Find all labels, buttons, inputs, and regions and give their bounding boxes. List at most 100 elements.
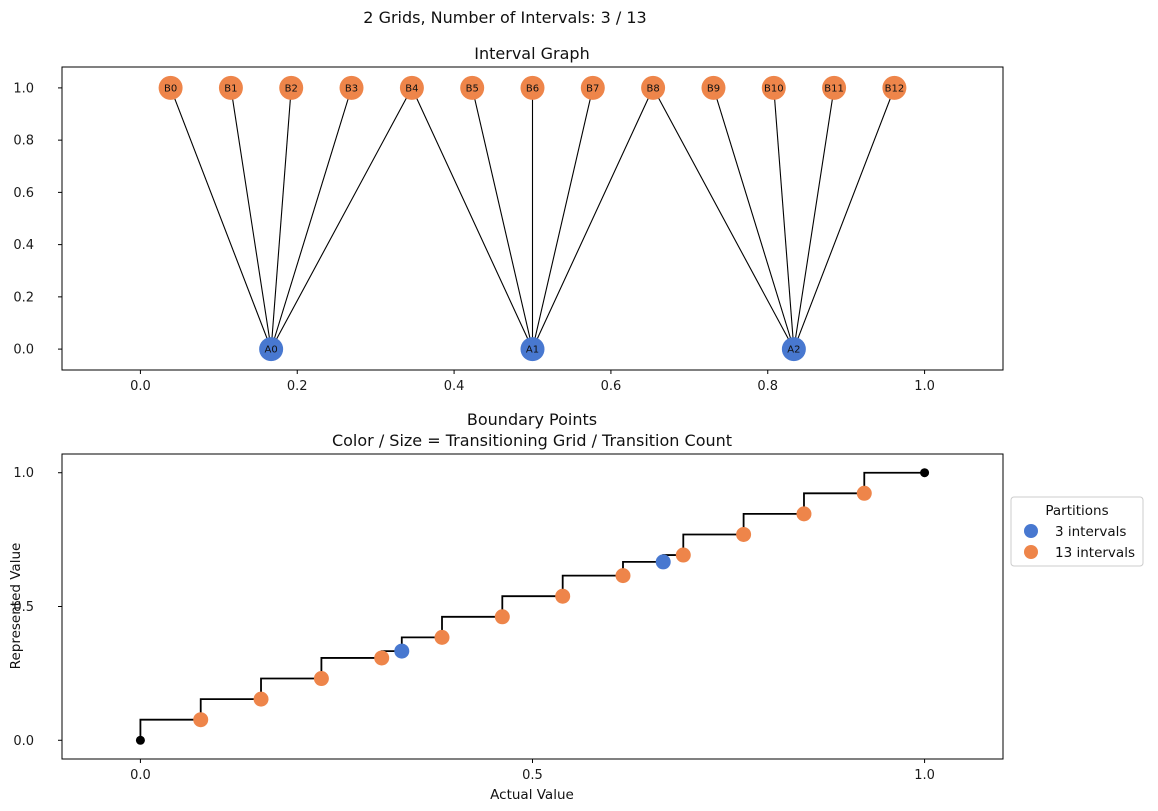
interval-graph-edges bbox=[170, 87, 895, 350]
point-13-intervals bbox=[313, 671, 329, 687]
interval-graph-x-tick-label: 0.0 bbox=[130, 379, 151, 394]
edge-A2-B12 bbox=[793, 87, 895, 350]
edge-A1-B8 bbox=[532, 87, 654, 350]
boundary-points-x-tick-label: 0.0 bbox=[130, 768, 151, 783]
point-13-intervals bbox=[193, 712, 209, 728]
node-A1 bbox=[520, 337, 545, 362]
boundary-points-y-tick-label: 0.5 bbox=[13, 600, 34, 615]
node-label-B5: B5 bbox=[466, 83, 479, 94]
interval-graph-title: Interval Graph bbox=[474, 44, 589, 63]
point-3-intervals bbox=[394, 643, 410, 659]
point-13-intervals bbox=[675, 547, 691, 563]
interval-graph-x-tick-label: 1.0 bbox=[914, 379, 935, 394]
interval-graph-y-ticks: 0.0 0.2 0.4 0.6 0.8 1.0 bbox=[13, 81, 62, 358]
interval-graph-y-tick-label: 0.8 bbox=[13, 134, 34, 149]
edge-A1-B4 bbox=[411, 87, 533, 350]
boundary-points-axes: Boundary Points Color / Size = Transitio… bbox=[8, 410, 1004, 803]
node-label-B12: B12 bbox=[885, 83, 905, 94]
edge-A0-B0 bbox=[170, 87, 272, 350]
boundary-points bbox=[135, 468, 930, 745]
node-B8 bbox=[641, 75, 666, 100]
boundary-points-x-tick-label: 1.0 bbox=[914, 768, 935, 783]
node-label-B6: B6 bbox=[526, 83, 539, 94]
node-B7 bbox=[580, 75, 605, 100]
interval-graph-x-tick-label: 0.8 bbox=[757, 379, 778, 394]
node-label-B10: B10 bbox=[764, 83, 784, 94]
node-label-B3: B3 bbox=[345, 83, 358, 94]
node-B0 bbox=[158, 75, 183, 100]
point-13-intervals bbox=[374, 650, 390, 666]
interval-graph-y-tick-label: 0.0 bbox=[13, 343, 34, 358]
interval-graph-frame bbox=[61, 66, 1004, 371]
boundary-points-y-ticks: 0.0 0.5 1.0 bbox=[13, 466, 62, 749]
edge-A2-B11 bbox=[793, 87, 835, 350]
legend-marker-13-intervals bbox=[1024, 545, 1038, 559]
node-label-A2: A2 bbox=[787, 345, 800, 356]
edge-A1-B7 bbox=[531, 87, 594, 350]
node-label-B7: B7 bbox=[586, 83, 599, 94]
point-3-intervals bbox=[655, 554, 671, 570]
node-label-B2: B2 bbox=[285, 83, 298, 94]
node-label-A1: A1 bbox=[526, 345, 539, 356]
node-B4 bbox=[399, 75, 424, 100]
point-13-intervals bbox=[253, 691, 269, 707]
edge-A0-B3 bbox=[270, 87, 353, 350]
edge-A2-B10 bbox=[773, 87, 795, 350]
interval-graph-y-tick-label: 1.0 bbox=[13, 81, 34, 96]
node-A0 bbox=[259, 337, 284, 362]
legend: Partitions 3 intervals 13 intervals bbox=[1010, 496, 1144, 567]
interval-graph-x-ticks: 0.0 0.2 0.4 0.6 0.8 1.0 bbox=[130, 370, 935, 394]
node-label-B1: B1 bbox=[224, 83, 237, 94]
legend-label-13-intervals: 13 intervals bbox=[1055, 545, 1135, 561]
point-13-intervals bbox=[796, 506, 812, 522]
node-label-B9: B9 bbox=[707, 83, 720, 94]
node-B12 bbox=[882, 75, 907, 100]
boundary-step-line bbox=[139, 471, 925, 741]
endpoint-marker bbox=[135, 735, 145, 745]
interval-graph-x-tick-label: 0.4 bbox=[444, 379, 465, 394]
boundary-points-y-tick-label: 0.0 bbox=[13, 734, 34, 749]
node-B3 bbox=[339, 75, 364, 100]
step-path bbox=[139, 471, 925, 741]
y-axis-label: Represented Value bbox=[8, 543, 24, 670]
interval-graph-y-tick-label: 0.2 bbox=[13, 290, 34, 305]
point-13-intervals bbox=[615, 568, 631, 584]
legend-title: Partitions bbox=[1045, 503, 1108, 519]
point-13-intervals bbox=[736, 526, 752, 542]
node-B5 bbox=[460, 75, 485, 100]
node-B11 bbox=[822, 75, 847, 100]
boundary-points-subtitle: Color / Size = Transitioning Grid / Tran… bbox=[332, 431, 732, 450]
edge-A0-B4 bbox=[270, 87, 413, 350]
boundary-points-x-ticks: 0.0 0.5 1.0 bbox=[130, 759, 935, 783]
legend-label-3-intervals: 3 intervals bbox=[1055, 524, 1126, 540]
node-label-B4: B4 bbox=[405, 83, 418, 94]
node-A2 bbox=[781, 337, 806, 362]
edge-A2-B9 bbox=[712, 87, 795, 350]
boundary-points-x-tick-label: 0.5 bbox=[522, 768, 543, 783]
edge-A0-B1 bbox=[230, 87, 272, 350]
node-label-B0: B0 bbox=[164, 83, 177, 94]
boundary-points-y-tick-label: 1.0 bbox=[13, 466, 34, 481]
interval-graph-x-tick-label: 0.2 bbox=[287, 379, 308, 394]
node-label-B11: B11 bbox=[824, 83, 844, 94]
node-label-A0: A0 bbox=[265, 345, 278, 356]
edge-A1-B5 bbox=[471, 87, 534, 350]
legend-box bbox=[1010, 496, 1144, 567]
node-B1 bbox=[218, 75, 243, 100]
endpoint-marker bbox=[920, 468, 930, 478]
point-13-intervals bbox=[494, 609, 510, 625]
interval-graph-y-tick-label: 0.4 bbox=[13, 238, 34, 253]
node-B2 bbox=[279, 75, 304, 100]
interval-graph-y-tick-label: 0.6 bbox=[13, 186, 34, 201]
boundary-points-title: Boundary Points bbox=[467, 410, 597, 429]
point-13-intervals bbox=[555, 588, 571, 604]
node-B6 bbox=[520, 75, 545, 100]
edge-A2-B8 bbox=[652, 87, 795, 350]
interval-graph-nodes: A0 A1 A2 B0 B1 B2 B3 B4 B5 B6 B7 B8 B9 B10 B11 B12 bbox=[158, 75, 907, 362]
interval-graph-x-tick-label: 0.6 bbox=[601, 379, 622, 394]
node-B9 bbox=[701, 75, 726, 100]
edge-A0-B2 bbox=[270, 87, 292, 350]
figure-suptitle: 2 Grids, Number of Intervals: 3 / 13 bbox=[363, 8, 646, 27]
